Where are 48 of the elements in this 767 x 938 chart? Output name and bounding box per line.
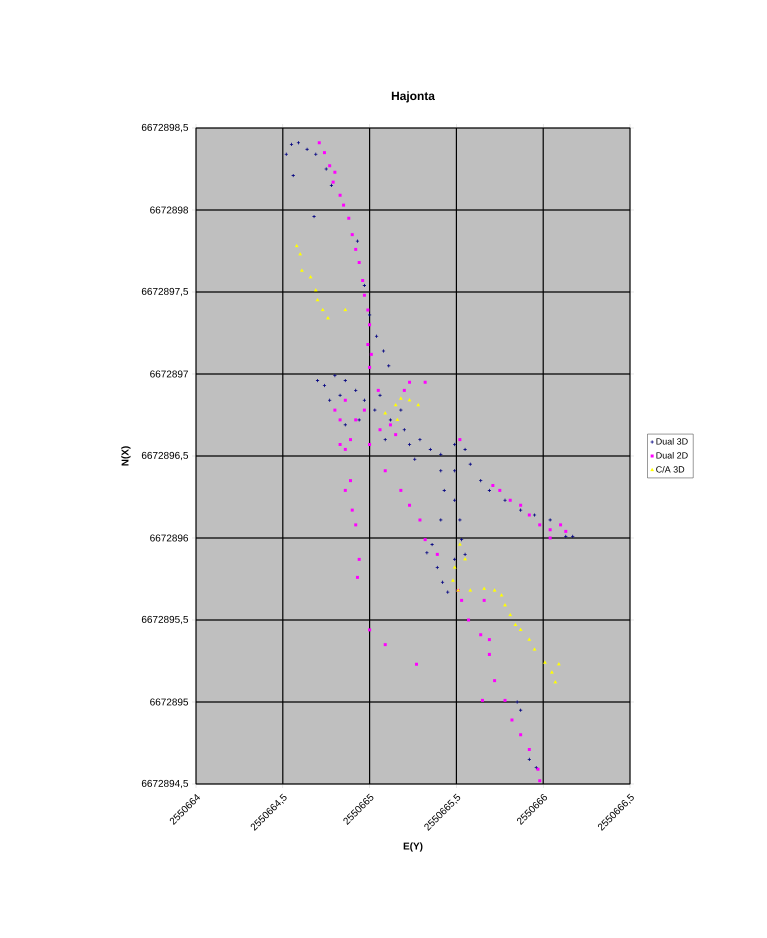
point [543, 660, 547, 664]
point [550, 670, 554, 674]
point [503, 603, 507, 606]
point [514, 623, 518, 626]
point [557, 662, 560, 666]
legend-label: Dual 2D [656, 452, 688, 459]
y-tick-label: 6672897,5 [142, 288, 188, 296]
point [500, 594, 504, 596]
point [532, 648, 536, 651]
point [308, 275, 312, 278]
y-tick-label: 6672895,5 [142, 616, 188, 624]
point [326, 316, 330, 320]
point [295, 244, 298, 248]
point [384, 412, 387, 414]
point [519, 628, 522, 631]
point [321, 308, 324, 312]
legend-label: C/A 3D [656, 466, 684, 473]
chart-title: Hajonta [392, 91, 435, 102]
point [408, 398, 412, 402]
point [458, 542, 462, 546]
point [453, 566, 456, 569]
y-tick-label: 6672894,5 [142, 780, 188, 788]
point [528, 638, 531, 641]
x-axis-title: E(Y) [404, 842, 422, 852]
legend-label: Dual 3D [656, 438, 688, 445]
y-axis-title: N(X) [121, 446, 131, 466]
y-tick-label: 6672895 [150, 698, 188, 706]
y-tick-label: 6672898,5 [142, 124, 188, 132]
point [416, 403, 420, 406]
y-tick-label: 6672896 [150, 534, 188, 542]
point [300, 268, 304, 272]
y-tick-label: 6672897 [150, 370, 188, 378]
y-tick-label: 6672898 [150, 206, 188, 214]
point [468, 588, 472, 592]
point [344, 308, 347, 312]
point [316, 298, 320, 302]
point [298, 252, 302, 256]
point [394, 403, 398, 406]
point [492, 588, 496, 592]
point [482, 587, 486, 590]
point [314, 288, 318, 292]
point [396, 418, 399, 422]
point [451, 578, 455, 582]
point [399, 396, 402, 400]
point [554, 680, 557, 684]
point [508, 613, 512, 616]
y-tick-label: 6672896,5 [142, 452, 188, 460]
point [463, 558, 467, 560]
